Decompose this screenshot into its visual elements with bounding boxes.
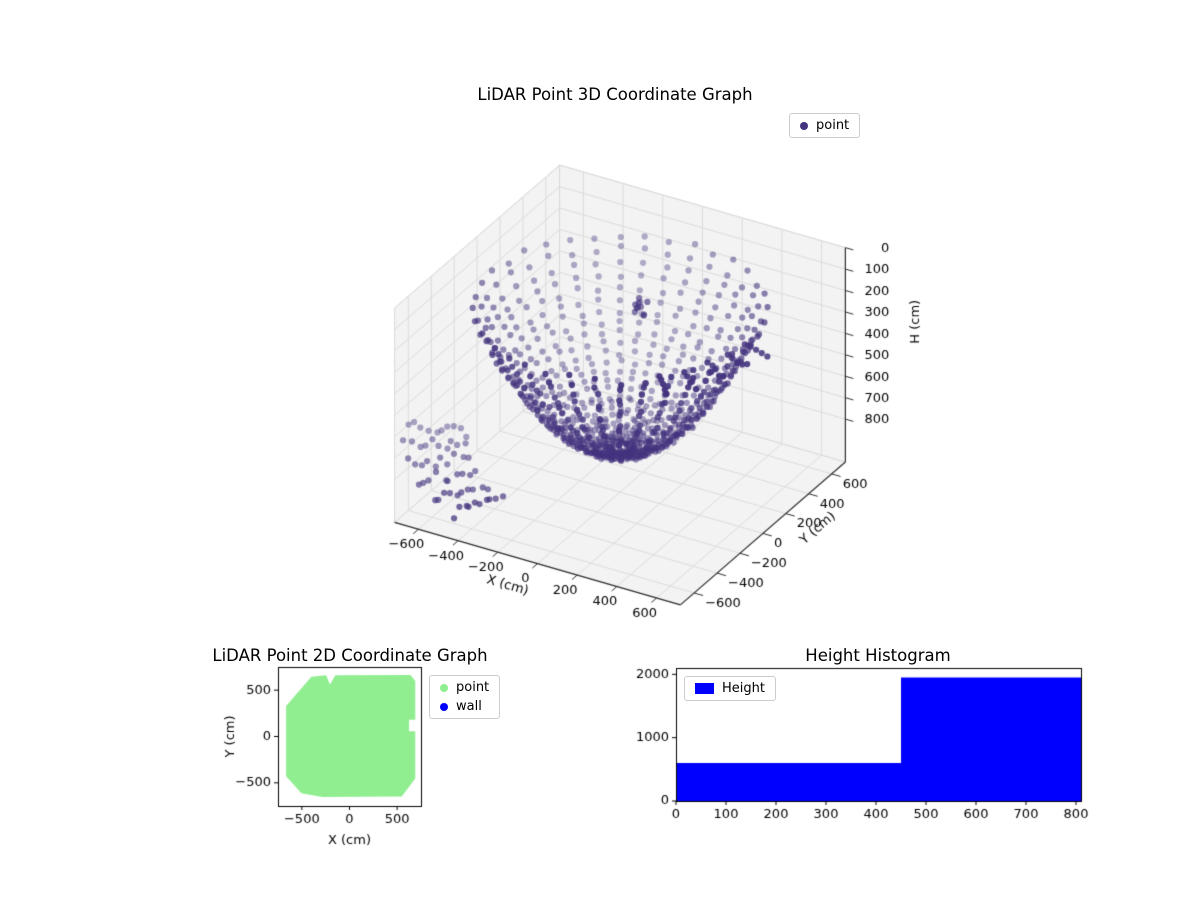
legend-entry-wall: wall <box>440 699 489 714</box>
legend2d-point-label: point <box>456 680 490 695</box>
legend-entry-point: point <box>800 118 849 133</box>
legend2d-wall-marker-icon <box>440 702 448 711</box>
legendhist-height-label: Height <box>722 681 765 696</box>
legend2d-point-marker-icon <box>440 683 448 692</box>
legend-entry-height: Height <box>695 681 765 696</box>
legend-entry-point: point <box>440 680 489 695</box>
legend2d-wall-label: wall <box>456 699 482 714</box>
legend3d-point-label: point <box>816 118 850 133</box>
legendhist-height-marker-icon <box>695 683 714 694</box>
legend3d-point-marker-icon <box>800 121 808 130</box>
histogram-legend: Height <box>684 676 776 701</box>
chart3d-title: LiDAR Point 3D Coordinate Graph <box>477 85 753 104</box>
chart2d-legend: point wall <box>429 675 501 719</box>
chart3d-legend: point <box>789 113 861 138</box>
chart3d-plot <box>300 118 960 643</box>
